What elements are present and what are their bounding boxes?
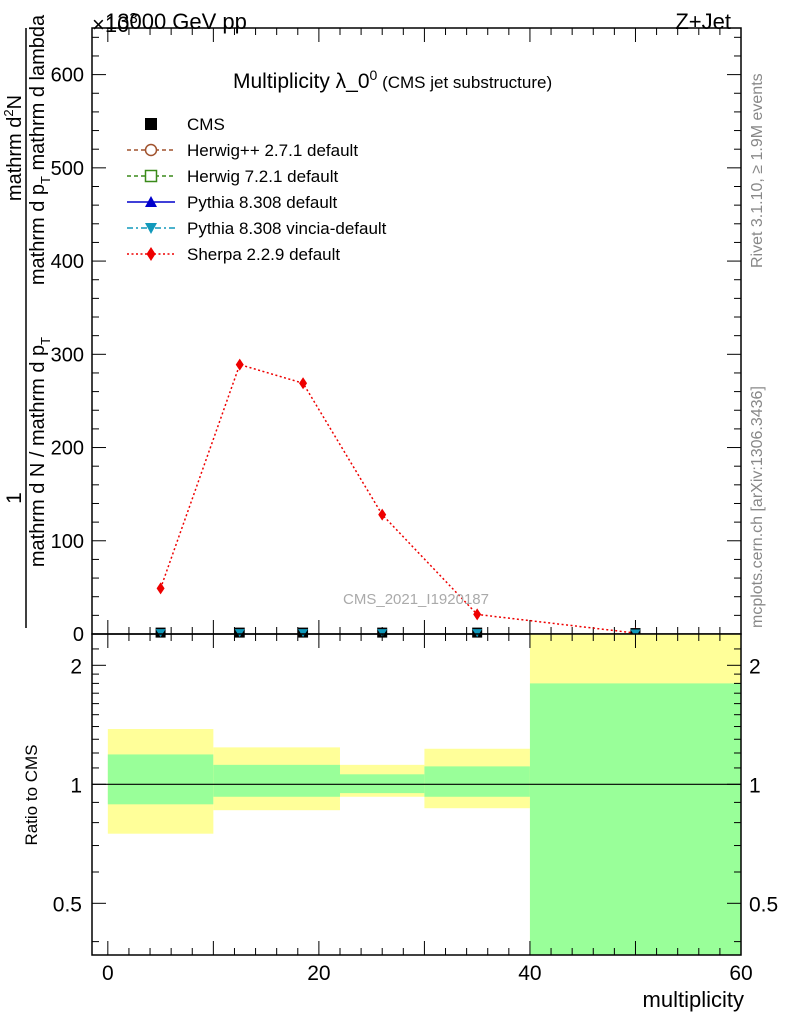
exponent-power: 3 xyxy=(129,10,137,27)
uncertainty-band-inner xyxy=(529,683,741,955)
x-axis-label: multiplicity xyxy=(643,987,744,1012)
legend-marker xyxy=(145,196,157,207)
legend-label: Herwig 7.2.1 default xyxy=(187,167,338,186)
watermark: CMS_2021_I1920187 xyxy=(343,591,489,608)
vincia-point xyxy=(472,629,483,638)
vincia-point xyxy=(298,629,309,638)
x-tick-label: 0 xyxy=(102,962,114,985)
x-tick-label: 20 xyxy=(307,962,330,985)
legend-entry: CMS xyxy=(145,115,225,134)
mcplots-label: mcplots.cern.ch [arXiv:1306.3436] xyxy=(749,386,766,628)
y-tick-label: 500 xyxy=(51,158,84,180)
ratio-frame xyxy=(91,633,742,956)
ratio-y-tick-label: 1 xyxy=(70,774,82,797)
ratio-y-axis-label: Ratio to CMS xyxy=(22,744,41,845)
x-tick-label: 40 xyxy=(518,962,541,985)
sherpa-line xyxy=(159,363,636,634)
legend-entry: Herwig 7.2.1 default xyxy=(127,167,338,186)
legend-label: Pythia 8.308 default xyxy=(187,193,338,212)
sherpa-point xyxy=(378,508,387,521)
sherpa-point xyxy=(156,582,165,595)
ylabel-upper: mathrm d2N xyxy=(1,95,26,201)
legend-marker xyxy=(145,118,157,130)
sherpa-point xyxy=(299,377,308,390)
legend-label: Pythia 8.308 vincia-default xyxy=(187,219,387,238)
y-tick-label: 400 xyxy=(51,251,84,273)
vincia-point xyxy=(377,629,388,638)
ylabel-den2: mathrm d pT mathrm d lambda xyxy=(27,14,53,285)
exponent-label: ×103 xyxy=(92,10,138,37)
legend-entry: Herwig++ 2.7.1 default xyxy=(127,141,358,160)
main-y-axis-label: 1 mathrm d2N mathrm d pT mathrm d lambda… xyxy=(1,14,53,628)
y-tick-label: 200 xyxy=(51,438,84,460)
ratio-y-tick-label-right: 1 xyxy=(749,774,761,797)
ratio-y-tick-label: 0.5 xyxy=(53,893,82,916)
ylabel-one: 1 xyxy=(3,492,26,504)
legend-marker xyxy=(144,143,158,157)
vincia-point xyxy=(155,629,166,638)
ylabel-denominator: mathrm d N / mathrm d pT xyxy=(27,337,53,567)
rivet-label: Rivet 3.1.10, ≥ 1.9M events xyxy=(749,73,766,268)
energy-label: 13000 GeV pp xyxy=(105,9,247,34)
legend: CMS Herwig++ 2.7.1 default Herwig 7.2.1 de… xyxy=(127,115,387,264)
legend-marker xyxy=(146,247,156,261)
legend-marker xyxy=(145,223,157,234)
y-tick-label: 600 xyxy=(51,65,84,87)
legend-entry: Pythia 8.308 default xyxy=(127,193,338,212)
uncertainty-band-inner xyxy=(424,766,530,797)
legend-label: Sherpa 2.2.9 default xyxy=(187,245,340,264)
uncertainty-band-inner xyxy=(107,754,214,805)
ratio-y-tick-label: 2 xyxy=(70,655,82,678)
y-tick-label: 0 xyxy=(73,624,84,646)
ratio-y-tick-label-right: 2 xyxy=(749,655,761,678)
ratio-plot-panel: 0.5 0.51 12 20 20 40 60 xyxy=(53,633,778,985)
y-tick-label: 100 xyxy=(51,531,84,553)
x-tick-label: 60 xyxy=(729,962,752,985)
process-label: Z+Jet xyxy=(675,9,731,34)
sherpa-point xyxy=(235,358,244,371)
legend-entry: Sherpa 2.2.9 default xyxy=(127,245,340,264)
chart-title: Multiplicity λ_00 (CMS jet substructure) xyxy=(233,67,552,93)
ratio-y-tick-label-right: 0.5 xyxy=(749,893,778,916)
legend-label: CMS xyxy=(187,115,225,134)
legend-marker xyxy=(144,169,158,183)
legend-entry: Pythia 8.308 vincia-default xyxy=(127,219,387,238)
sherpa-point xyxy=(473,608,482,621)
vincia-point xyxy=(234,629,245,638)
legend-label: Herwig++ 2.7.1 default xyxy=(187,141,358,160)
y-tick-label: 300 xyxy=(51,344,84,366)
uncertainty-band-inner xyxy=(213,764,340,797)
